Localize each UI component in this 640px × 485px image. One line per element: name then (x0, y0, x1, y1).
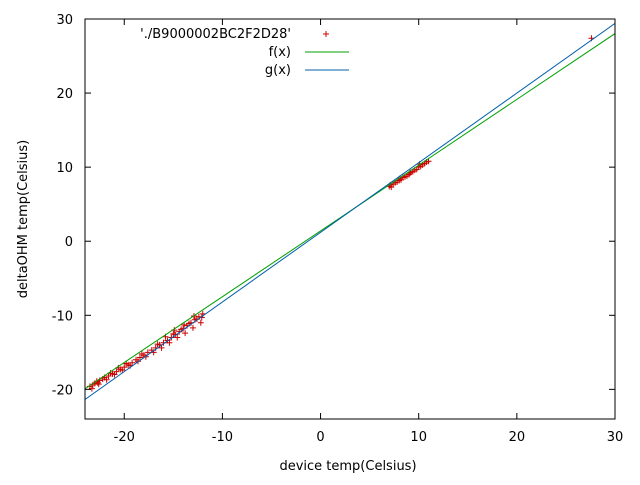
x-tick-label: -20 (114, 430, 135, 445)
data-point (197, 319, 204, 326)
y-tick-label: -20 (52, 383, 73, 398)
data-point (103, 376, 110, 383)
series-line-2 (85, 23, 615, 400)
data-point (119, 367, 126, 374)
legend-point-sample (323, 31, 329, 37)
data-point (166, 339, 173, 346)
x-tick-label: 30 (607, 430, 624, 445)
data-point (138, 350, 145, 357)
y-axis-label: deltaOHM temp(Celsius) (16, 140, 31, 299)
legend-label: g(x) (265, 63, 291, 78)
data-point (182, 330, 189, 337)
y-tick-label: 30 (56, 13, 73, 28)
plot-marks (85, 23, 615, 400)
x-axis-label: device temp(Celsius) (279, 459, 416, 474)
legend-label: './B9000002BC2F2D28' (140, 27, 291, 42)
data-point (174, 334, 181, 341)
x-tick-label: 10 (410, 430, 427, 445)
data-point (158, 344, 165, 351)
data-point (111, 371, 118, 378)
data-point (170, 330, 177, 337)
axis-ticks: -20 -10 0 10 20 30 -20 -10 0 10 20 30 (52, 13, 624, 445)
data-point (154, 341, 161, 348)
legend: './B9000002BC2F2D28' f(x) g(x) (140, 27, 349, 78)
data-point (135, 358, 141, 365)
data-point (403, 173, 410, 180)
y-tick-label: 20 (56, 87, 73, 102)
y-tick-label: 10 (56, 161, 73, 176)
data-point (88, 385, 95, 392)
y-tick-label: 0 (65, 235, 73, 250)
y-tick-label: -10 (52, 309, 73, 324)
legend-label: f(x) (269, 45, 291, 60)
data-point (189, 324, 196, 331)
data-point (136, 354, 143, 361)
x-tick-label: 20 (509, 430, 526, 445)
x-tick-label: 0 (316, 430, 324, 445)
plot-frame (84, 18, 616, 420)
data-point (168, 334, 175, 341)
x-tick-label: -10 (212, 430, 233, 445)
